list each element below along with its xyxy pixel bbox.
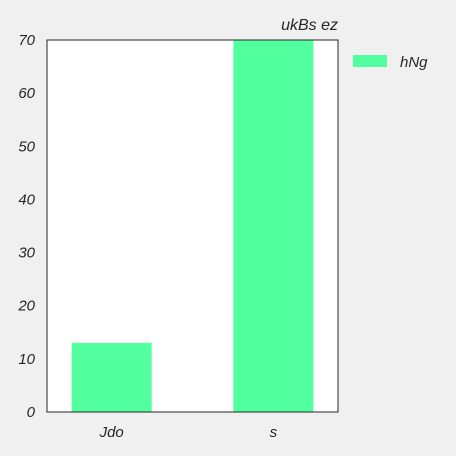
y-tick-label: 40	[18, 191, 35, 208]
y-tick-label: 70	[18, 32, 35, 49]
plot-frame	[46, 39, 339, 413]
bar-Jdo	[71, 342, 152, 412]
legend-swatch	[353, 55, 387, 67]
bars-layer	[71, 40, 314, 412]
x-tick-label: Jdo	[99, 424, 124, 441]
y-axis: 0 10 20 30 40 50 60 70	[17, 32, 35, 421]
legend-label: hNg	[400, 54, 428, 71]
x-tick-label: s	[270, 424, 278, 441]
y-tick-label: 0	[27, 404, 36, 421]
x-axis: Jdo s	[99, 424, 278, 441]
y-tick-label: 30	[18, 245, 35, 262]
y-tick-label: 50	[18, 138, 35, 155]
y-tick-label: 60	[18, 85, 35, 102]
bar-s	[233, 40, 314, 412]
y-tick-label: 20	[17, 298, 35, 315]
chart-title: ukBs ez	[281, 17, 338, 34]
y-tick-label: 10	[18, 351, 35, 368]
legend: hNg	[353, 54, 428, 71]
